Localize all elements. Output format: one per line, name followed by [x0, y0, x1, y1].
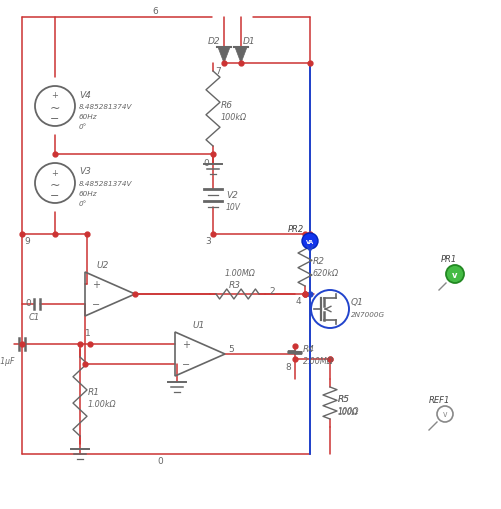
Text: R2: R2: [313, 256, 325, 265]
Text: 100kΩ: 100kΩ: [221, 112, 247, 121]
Text: 0°: 0°: [79, 201, 87, 207]
Text: 8.485281374V: 8.485281374V: [79, 104, 132, 110]
Text: 3: 3: [205, 237, 211, 246]
Polygon shape: [218, 48, 230, 64]
Polygon shape: [235, 48, 247, 64]
Text: −: −: [92, 299, 100, 309]
Text: 5: 5: [228, 345, 234, 354]
Text: 100Ω: 100Ω: [338, 408, 359, 417]
Text: 0.1μF: 0.1μF: [0, 356, 16, 365]
Text: PR2: PR2: [288, 225, 304, 234]
Text: +: +: [52, 168, 59, 177]
Text: 8: 8: [285, 363, 291, 372]
Text: V3: V3: [79, 167, 91, 176]
Text: 0: 0: [25, 299, 31, 308]
Text: 2: 2: [269, 286, 275, 295]
Text: V2: V2: [226, 191, 238, 200]
Text: 100Ω: 100Ω: [338, 407, 360, 416]
Text: v: v: [443, 410, 447, 419]
Text: PR1: PR1: [441, 254, 457, 263]
Text: R5: R5: [338, 394, 350, 404]
Text: VA: VA: [306, 239, 314, 244]
Text: D2: D2: [208, 37, 220, 45]
Text: ~: ~: [50, 178, 60, 191]
Text: +: +: [92, 279, 100, 290]
Text: R4: R4: [303, 344, 315, 353]
Text: C1: C1: [29, 312, 40, 321]
Text: 9: 9: [24, 236, 30, 245]
Text: U2: U2: [96, 260, 108, 269]
Text: +: +: [182, 340, 190, 349]
Text: 4: 4: [296, 296, 301, 305]
Text: R6: R6: [221, 100, 233, 109]
Text: 60Hz: 60Hz: [79, 191, 98, 196]
Text: 0: 0: [157, 457, 163, 466]
Circle shape: [302, 234, 318, 249]
Circle shape: [446, 266, 464, 284]
Text: 1.00MΩ: 1.00MΩ: [225, 268, 256, 277]
Text: 8.485281374V: 8.485281374V: [79, 181, 132, 187]
Text: 0: 0: [203, 158, 209, 167]
Text: R3: R3: [229, 280, 241, 289]
Text: Q1: Q1: [351, 297, 364, 306]
Text: 10V: 10V: [226, 203, 241, 212]
Text: 7: 7: [215, 66, 221, 75]
Text: 6: 6: [152, 8, 158, 16]
Text: R1: R1: [88, 388, 100, 397]
Text: U1: U1: [192, 320, 204, 329]
Text: −: −: [182, 359, 190, 369]
Text: 0°: 0°: [79, 124, 87, 130]
Text: 60Hz: 60Hz: [79, 114, 98, 120]
Text: −: −: [50, 114, 60, 124]
Text: 2.00MΩ: 2.00MΩ: [303, 356, 334, 365]
Text: V4: V4: [79, 90, 91, 99]
Text: 2N7000G: 2N7000G: [351, 312, 385, 318]
Text: D1: D1: [243, 37, 256, 45]
Text: ~: ~: [50, 101, 60, 115]
Text: +: +: [52, 91, 59, 100]
Circle shape: [437, 406, 453, 422]
Text: REF1: REF1: [429, 395, 450, 405]
Text: v: v: [452, 270, 458, 279]
Text: −: −: [50, 191, 60, 201]
Text: 1: 1: [85, 328, 91, 337]
Text: R5: R5: [338, 394, 350, 404]
Text: 620kΩ: 620kΩ: [313, 268, 339, 277]
Text: 1.00kΩ: 1.00kΩ: [88, 400, 117, 409]
